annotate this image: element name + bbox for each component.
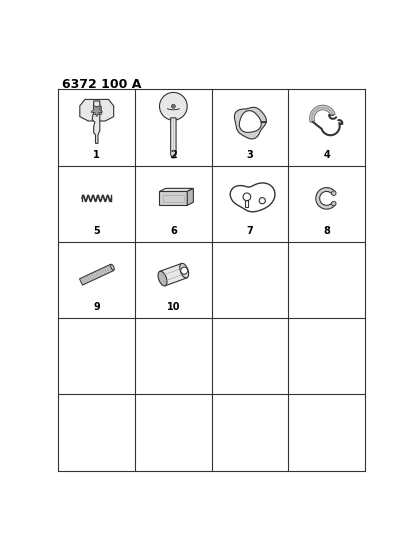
Circle shape xyxy=(330,191,335,196)
Text: 3: 3 xyxy=(246,150,253,160)
Text: 1: 1 xyxy=(93,150,100,160)
Text: 7: 7 xyxy=(246,226,253,236)
Polygon shape xyxy=(91,105,102,116)
Text: 2: 2 xyxy=(170,150,176,160)
Circle shape xyxy=(330,201,335,206)
Polygon shape xyxy=(234,107,266,139)
Polygon shape xyxy=(160,263,187,286)
Polygon shape xyxy=(170,118,175,158)
Polygon shape xyxy=(159,188,193,191)
Circle shape xyxy=(180,267,187,274)
Polygon shape xyxy=(92,101,99,143)
Circle shape xyxy=(171,104,175,108)
Ellipse shape xyxy=(110,264,114,270)
Polygon shape xyxy=(187,188,193,205)
Text: 4: 4 xyxy=(322,150,329,160)
Text: 5: 5 xyxy=(93,226,100,236)
Text: 6372 100 A: 6372 100 A xyxy=(61,78,141,91)
Text: 10: 10 xyxy=(166,302,180,312)
Text: 9: 9 xyxy=(93,302,100,312)
Polygon shape xyxy=(315,188,335,209)
Text: 6: 6 xyxy=(170,226,176,236)
Polygon shape xyxy=(79,264,114,285)
Ellipse shape xyxy=(179,263,188,278)
Polygon shape xyxy=(309,105,335,123)
Ellipse shape xyxy=(157,271,166,286)
Polygon shape xyxy=(80,100,113,121)
Circle shape xyxy=(159,92,187,120)
Text: 8: 8 xyxy=(322,226,329,236)
FancyBboxPatch shape xyxy=(159,191,187,205)
